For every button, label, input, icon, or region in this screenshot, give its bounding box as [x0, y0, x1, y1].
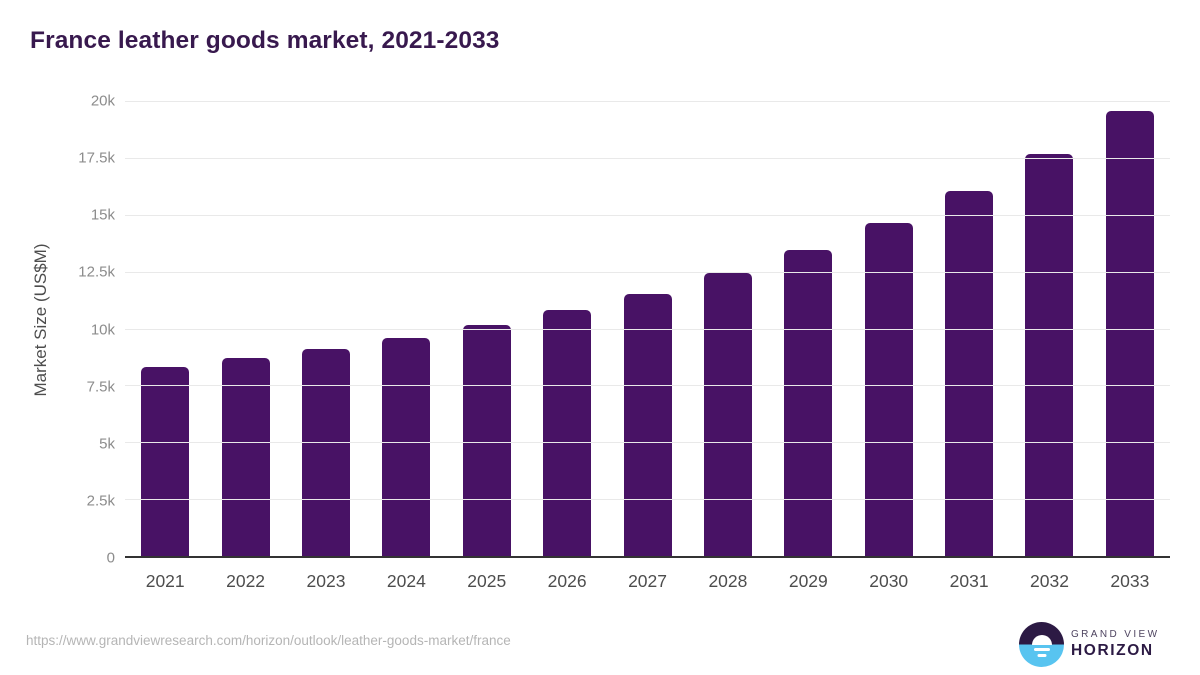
- bar-slot: [205, 101, 285, 556]
- gridline: [125, 157, 1170, 159]
- x-tick-label: 2033: [1110, 571, 1150, 591]
- bar-slot: [125, 101, 205, 556]
- bar-2024[interactable]: [382, 337, 431, 556]
- horizon-sun-icon: [1019, 622, 1064, 667]
- bar-2032[interactable]: [1025, 154, 1074, 556]
- bar-slot: [849, 101, 929, 556]
- bar-slot: [1009, 101, 1089, 556]
- x-axis-tick-labels: 2021 2022 2023 2024 2025 2026 2027 2028 2029 2030…: [125, 565, 1170, 592]
- bar-2030[interactable]: [864, 222, 913, 556]
- gridline: [125, 101, 1170, 102]
- x-tick-label: 2022: [226, 571, 266, 591]
- bar-slot: [1090, 101, 1170, 556]
- horizon-line-shape: [1037, 653, 1046, 657]
- x-tick-label: 2025: [467, 571, 507, 591]
- y-tick-label: 12.5k: [78, 263, 115, 281]
- bar-2021[interactable]: [141, 367, 190, 556]
- gridline: [125, 214, 1170, 216]
- x-tick-label: 2031: [949, 571, 989, 591]
- bar-slot: [447, 101, 527, 556]
- bar-slot: [607, 101, 687, 556]
- x-tick-label: 2030: [869, 571, 909, 591]
- bar-2031[interactable]: [945, 190, 994, 556]
- bar-2022[interactable]: [221, 358, 270, 556]
- gridline: [125, 328, 1170, 330]
- bar-slot: [366, 101, 446, 556]
- grandview-horizon-logo: GRAND VIEW HORIZON: [1019, 622, 1159, 667]
- y-axis-tick-labels: 0 2.5k 5k 7.5k 10k 12.5k 15k 17.5k 20k: [40, 93, 115, 567]
- gridline: [125, 271, 1170, 273]
- y-tick-label: 15k: [90, 206, 115, 224]
- logo-product-name: HORIZON: [1071, 642, 1154, 659]
- gridline: [125, 499, 1170, 501]
- bar-slot: [688, 101, 768, 556]
- logo-text: GRAND VIEW HORIZON: [1071, 629, 1159, 660]
- plot-area: [125, 101, 1170, 558]
- x-tick-label: 2024: [386, 571, 426, 591]
- logo-brand-name: GRAND VIEW: [1071, 629, 1160, 640]
- y-tick-label: 7.5k: [86, 378, 115, 396]
- y-tick-label: 0: [106, 549, 115, 567]
- bar-2025[interactable]: [462, 325, 511, 556]
- bar-2029[interactable]: [784, 250, 833, 556]
- bar-slot: [768, 101, 848, 556]
- gridline: [125, 442, 1170, 444]
- x-tick-label: 2032: [1030, 571, 1069, 591]
- y-tick-label: 20k: [90, 92, 115, 110]
- x-tick-label: 2023: [306, 571, 346, 591]
- chart-title: France leather goods market, 2021-2033: [30, 27, 500, 54]
- bar-2026[interactable]: [543, 310, 592, 556]
- bar-slot: [929, 101, 1009, 556]
- y-tick-label: 17.5k: [78, 149, 115, 167]
- bar-2033[interactable]: [1105, 111, 1154, 556]
- gridline: [125, 385, 1170, 387]
- x-tick-label: 2026: [547, 571, 587, 591]
- y-tick-label: 5k: [99, 435, 115, 453]
- horizon-line-shape: [1033, 647, 1050, 651]
- sun-dome-shape: [1031, 634, 1052, 645]
- x-tick-label: 2028: [708, 571, 748, 591]
- bar-2023[interactable]: [301, 348, 350, 556]
- bar-slot: [527, 101, 607, 556]
- bar-2027[interactable]: [623, 294, 672, 556]
- y-tick-label: 10k: [90, 321, 115, 338]
- y-tick-label: 2.5k: [86, 492, 115, 510]
- x-tick-label: 2029: [788, 571, 828, 591]
- source-url: https://www.grandviewresearch.com/horizo…: [26, 633, 511, 648]
- bar-slot: [286, 101, 366, 556]
- x-tick-label: 2021: [145, 571, 185, 591]
- x-tick-label: 2027: [628, 571, 667, 591]
- bar-2028[interactable]: [703, 272, 752, 556]
- bar-series: [125, 101, 1170, 556]
